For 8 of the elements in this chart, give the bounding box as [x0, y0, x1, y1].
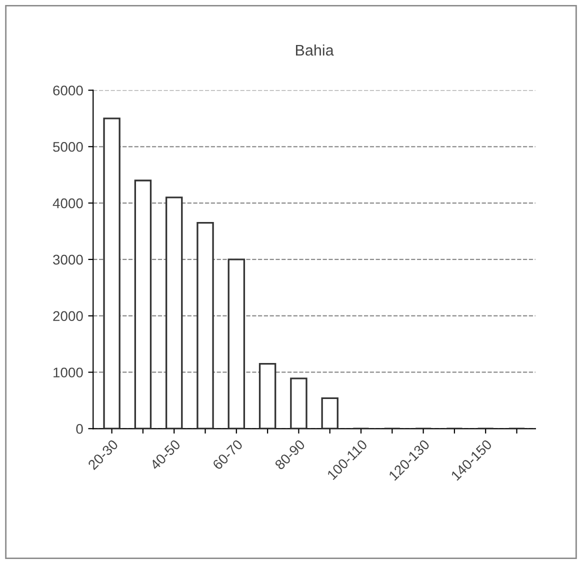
y-tick-label: 4000: [52, 198, 83, 208]
y-tick-label: 0: [76, 424, 83, 434]
y-tick-label: 6000: [53, 86, 83, 96]
chart-title: Bahia: [296, 44, 334, 56]
y-tick-label: 1000: [54, 368, 83, 378]
y-tick-label: 5000: [53, 142, 83, 152]
y-tick-label: 2000: [53, 311, 83, 322]
y-tick-label: 3000: [53, 254, 83, 265]
